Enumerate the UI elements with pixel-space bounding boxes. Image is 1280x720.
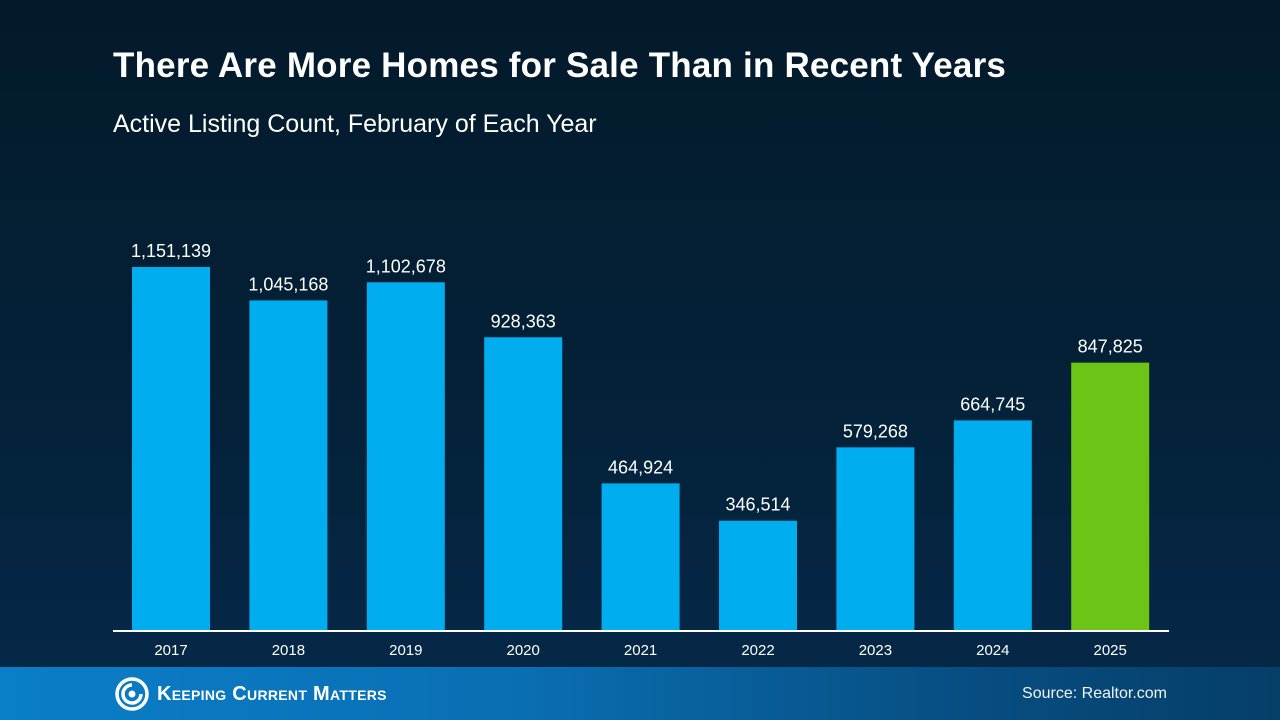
value-label-2019: 1,102,678	[366, 256, 446, 276]
x-tick-label-2022: 2022	[741, 642, 774, 659]
x-tick-label-2024: 2024	[976, 642, 1009, 659]
bar-2020	[484, 337, 563, 630]
bar-2022	[719, 520, 797, 630]
x-tick-label-2025: 2025	[1094, 642, 1127, 659]
chart-subtitle: Active Listing Count, February of Each Y…	[113, 110, 597, 138]
bar-chart: 1,151,139 1,045,168 1,102,678 928,363 464,92…	[131, 241, 1150, 659]
value-label-2025: 847,825	[1078, 337, 1143, 357]
value-label-2020: 928,363	[491, 311, 556, 331]
bar-2024	[953, 420, 1032, 630]
x-tick-label-2017: 2017	[154, 642, 187, 659]
x-tick-label-2019: 2019	[389, 642, 422, 659]
value-label-2021: 464,924	[608, 457, 673, 477]
x-tick-label-2021: 2021	[624, 642, 657, 659]
bar-2021	[601, 483, 680, 630]
x-tick-label-2018: 2018	[272, 642, 305, 659]
x-tick-label-2023: 2023	[859, 642, 892, 659]
x-tick-label-2020: 2020	[507, 642, 540, 659]
bar-2017	[132, 267, 210, 630]
value-labels-group: 1,151,139 1,045,168 1,102,678 928,363 464,92…	[131, 241, 1143, 515]
bar-2019	[366, 282, 445, 630]
value-label-2022: 346,514	[725, 495, 790, 515]
bar-2018	[249, 300, 328, 630]
value-label-2017: 1,151,139	[131, 241, 211, 261]
x-tick-labels-group: 2017 2018 2019 2020 2021 2022 2023 2024 2025	[154, 642, 1127, 659]
value-label-2024: 664,745	[960, 394, 1025, 414]
footer-bar: Keeping Current Matters Source: Realtor.…	[0, 667, 1280, 720]
chart-title: There Are More Homes for Sale Than in Re…	[113, 46, 1007, 85]
kcm-logo: Keeping Current Matters	[115, 677, 387, 711]
bar-2023	[836, 447, 915, 630]
bar-2025	[1071, 362, 1150, 630]
bars-group	[132, 267, 1150, 630]
source-note: Source: Realtor.com	[1022, 685, 1167, 702]
value-label-2018: 1,045,168	[248, 274, 328, 294]
swirl-logo-icon	[115, 677, 149, 711]
value-label-2023: 579,268	[843, 421, 908, 441]
logo-text: Keeping Current Matters	[157, 682, 387, 705]
